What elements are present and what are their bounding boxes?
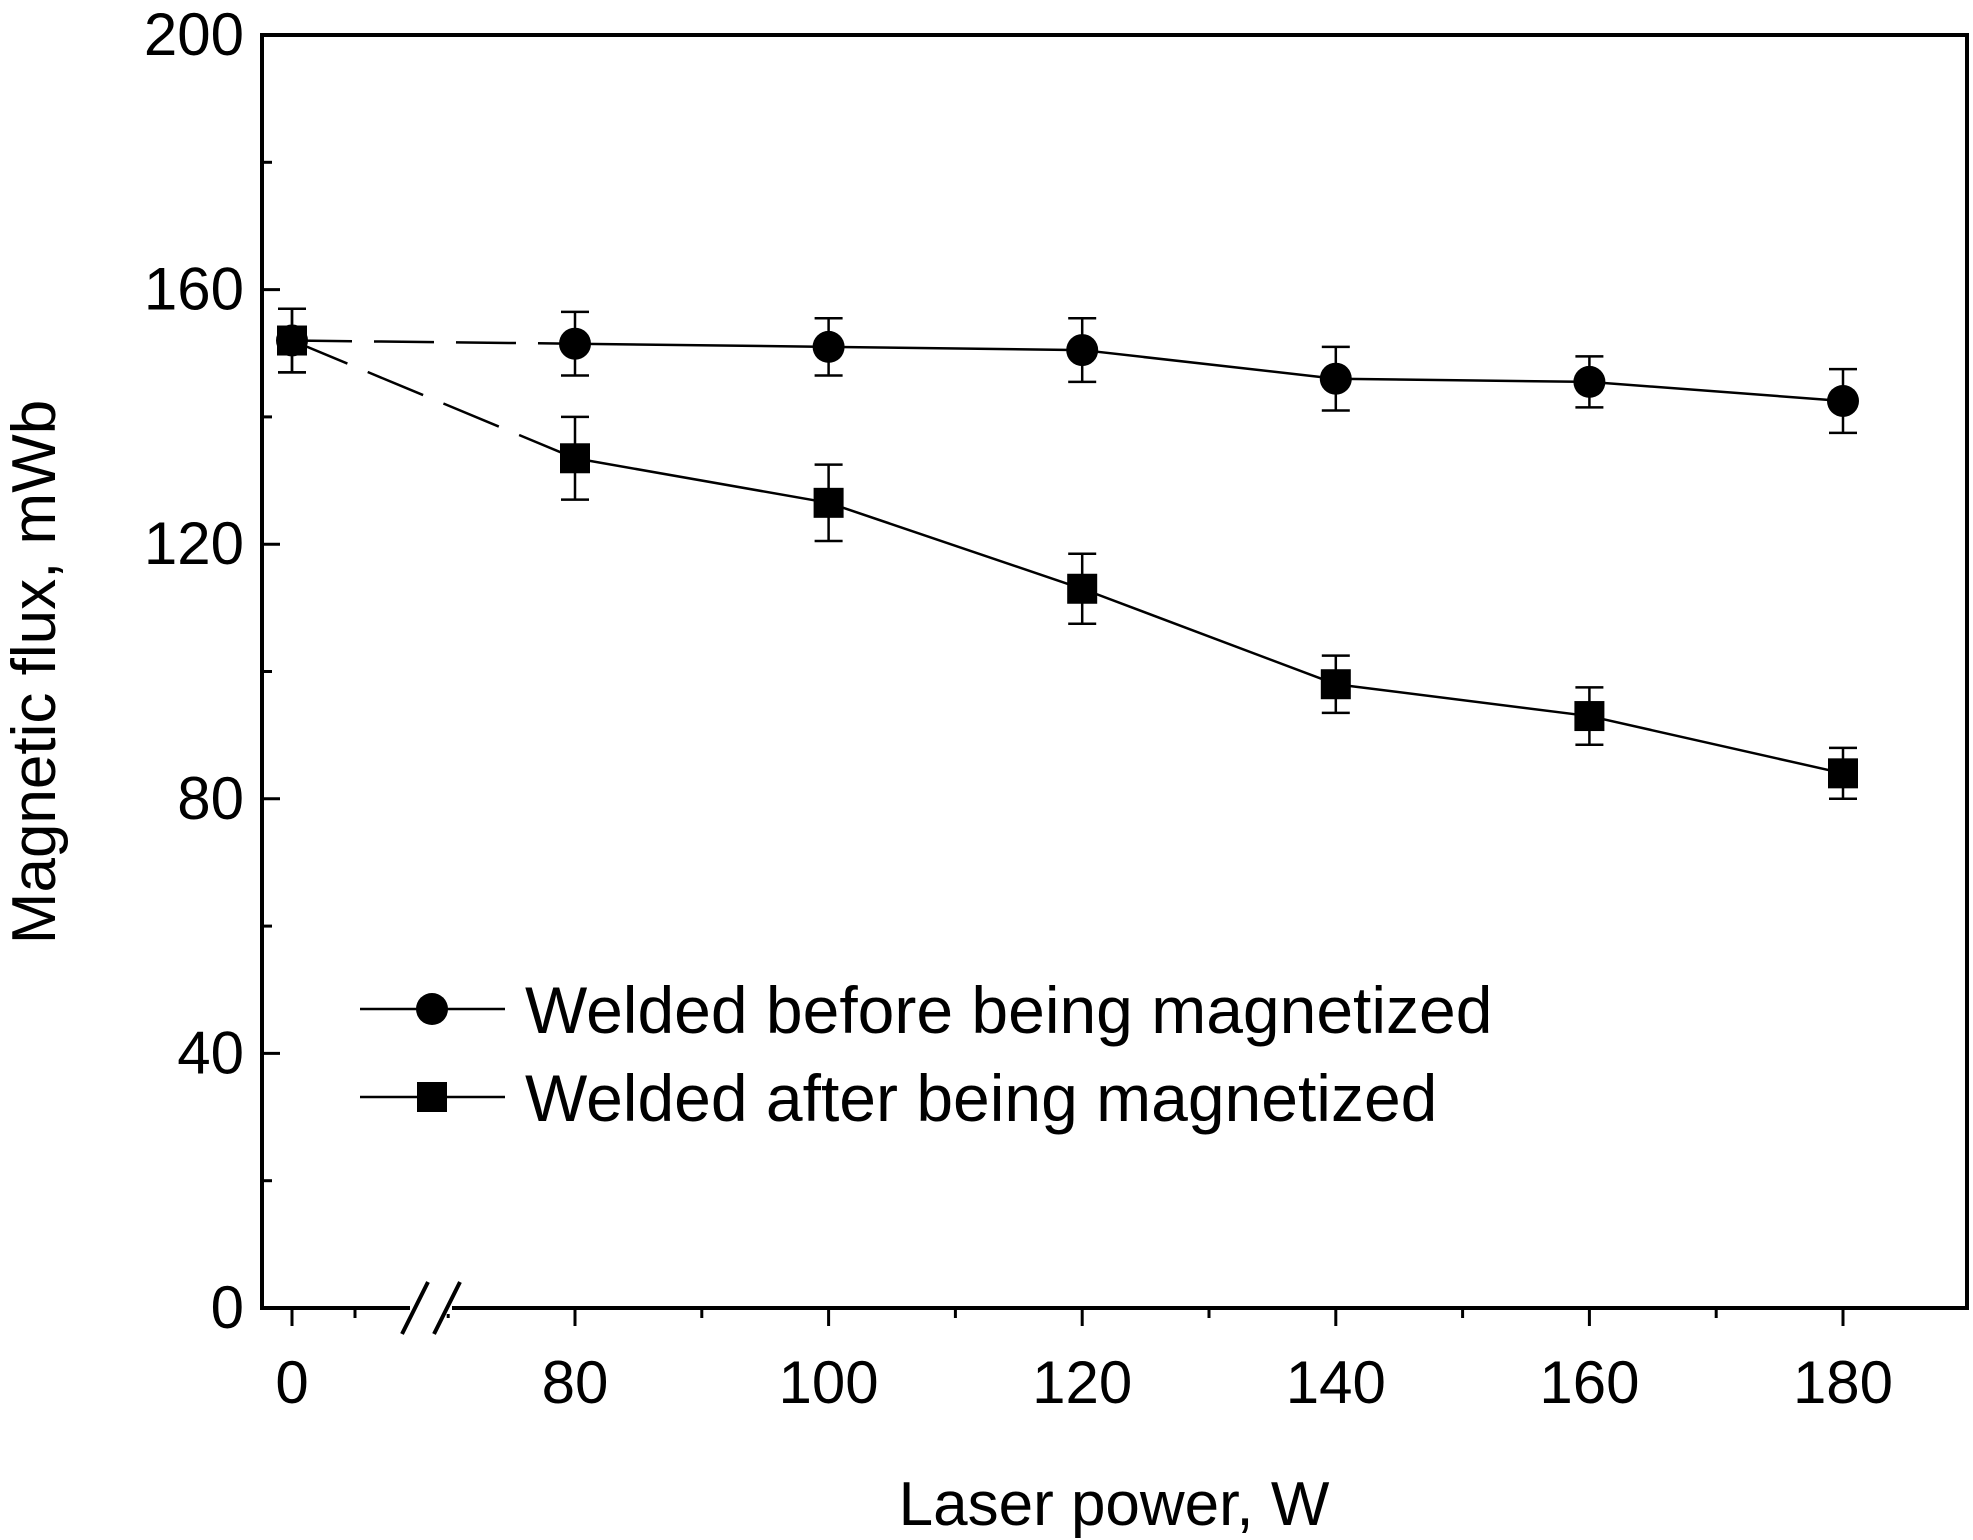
square-marker	[560, 443, 590, 474]
y-tick-label: 120	[144, 510, 244, 577]
legend-square-marker	[417, 1082, 447, 1112]
legend-label: Welded before being magnetized	[525, 973, 1492, 1047]
legend-item: Welded after being magnetized	[360, 1061, 1437, 1135]
square-marker	[813, 487, 844, 518]
legend-item: Welded before being magnetized	[360, 973, 1492, 1047]
series-line-segment	[828, 501, 1083, 590]
series-line-segment	[1082, 348, 1336, 380]
series-layer	[276, 307, 1859, 801]
circle-marker	[1066, 334, 1099, 367]
y-tick-label: 80	[177, 765, 244, 832]
y-tick-label: 200	[144, 1, 244, 68]
axis-break-slash	[400, 1281, 430, 1335]
series-line-segment	[291, 339, 576, 345]
axis-break-mark	[400, 1281, 462, 1335]
x-tick-label: 160	[1539, 1349, 1639, 1416]
x-tick-label: 140	[1286, 1349, 1386, 1416]
square-marker	[1320, 669, 1351, 700]
series-line-segment	[1335, 377, 1590, 384]
y-ticks: 0 40 80 120 160 200	[144, 1, 280, 1341]
series-line-segment	[1335, 682, 1590, 718]
y-axis-title: Magnetic flux, mWb	[0, 400, 69, 944]
x-ticks: 0 80 100 120 140 160 180	[275, 1308, 1893, 1416]
square-marker	[1828, 758, 1858, 789]
y-tick-label: 160	[144, 256, 244, 323]
legend-circle-marker	[416, 993, 448, 1025]
x-axis-title: Laser power, W	[899, 1470, 1330, 1539]
series-line-segment	[1081, 587, 1337, 686]
square-marker	[1067, 573, 1098, 604]
series-line-segment	[574, 457, 829, 505]
x-tick-label: 120	[1032, 1349, 1132, 1416]
x-tick-label: 0	[275, 1349, 308, 1416]
series-after	[277, 307, 1858, 801]
legend-label: Welded after being magnetized	[525, 1061, 1437, 1135]
y-tick-label: 0	[211, 1274, 244, 1341]
series-line-segment	[1589, 380, 1844, 403]
square-marker	[277, 325, 307, 356]
circle-marker	[1827, 384, 1859, 417]
square-marker	[1574, 701, 1605, 732]
axis-break-slash	[432, 1281, 462, 1335]
series-line-segment	[1589, 714, 1844, 775]
series-line-segment	[574, 342, 829, 349]
axis-break-gap	[410, 1302, 452, 1314]
series-before	[276, 307, 1859, 435]
x-tick-label: 100	[779, 1349, 879, 1416]
series-line-segment	[828, 345, 1083, 352]
legend: Welded before being magnetized Welded aft…	[360, 973, 1492, 1135]
circle-marker	[1319, 362, 1352, 395]
series-line-segment	[291, 339, 576, 460]
circle-marker	[812, 330, 845, 363]
circle-marker	[1573, 365, 1606, 398]
x-tick-label: 180	[1793, 1349, 1893, 1416]
x-tick-label: 80	[542, 1349, 609, 1416]
y-tick-label: 40	[177, 1019, 244, 1086]
circle-marker	[559, 327, 591, 360]
